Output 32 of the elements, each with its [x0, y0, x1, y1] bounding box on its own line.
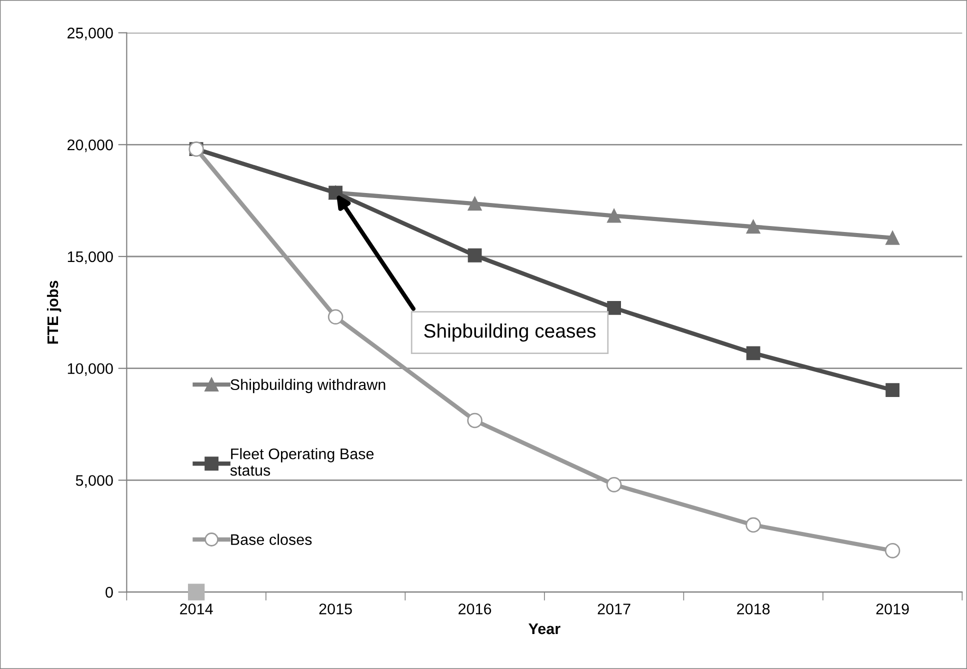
point [746, 346, 760, 360]
x-tick-label: 2014 [180, 604, 213, 614]
y-axis-title: FTE jobs [46, 280, 62, 344]
point [606, 477, 622, 492]
point [468, 196, 482, 211]
point [607, 208, 621, 223]
point [886, 230, 900, 245]
legend-label: Shipbuilding withdrawn [230, 378, 386, 394]
point [884, 543, 900, 558]
x-tick-label: 2015 [319, 604, 352, 614]
point [328, 309, 344, 325]
point [468, 248, 482, 262]
x-axis-title: Year [528, 624, 560, 634]
x-tick-label: 2016 [458, 604, 492, 614]
x-tick-label: 2019 [876, 604, 909, 614]
x-tick-label: 2017 [598, 604, 630, 614]
y-tick-label: 0 [106, 586, 113, 598]
legend-label: Fleet Operating Base status [230, 448, 374, 476]
y-tick-label: 10,000 [68, 363, 113, 376]
point [746, 220, 760, 234]
annotation: Shipbuilding ceases [424, 324, 596, 342]
y-tick-label: 20,000 [68, 140, 113, 152]
point [746, 517, 761, 533]
y-tick-label: 15,000 [68, 251, 113, 264]
y-tick-label: 25,000 [68, 28, 113, 40]
point [188, 584, 205, 600]
point [467, 412, 482, 428]
point [886, 383, 900, 397]
legend-label: Base closes [231, 534, 312, 545]
x-tick-label: 2018 [737, 604, 770, 614]
point [607, 301, 621, 315]
y-tick-label: 5,000 [76, 475, 113, 488]
